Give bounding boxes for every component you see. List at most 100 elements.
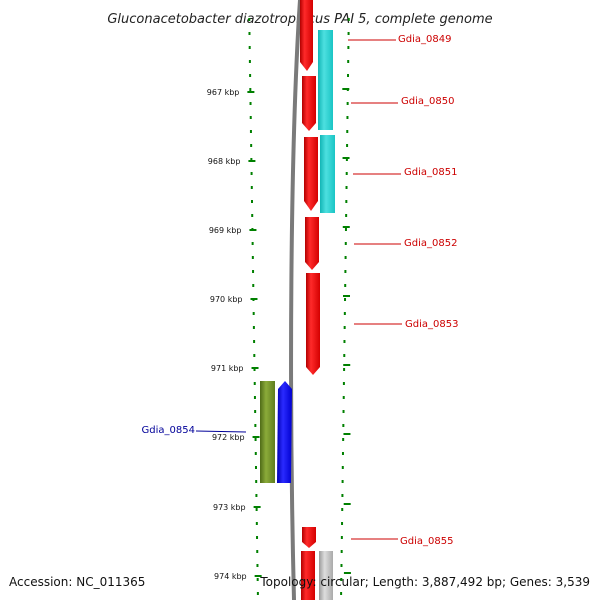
minor-tick	[340, 564, 343, 567]
minor-tick	[256, 592, 259, 595]
minor-tick	[346, 102, 349, 105]
reverse-cds-track	[277, 381, 292, 483]
minor-tick	[346, 130, 349, 133]
tick-label: 972 kbp	[212, 433, 245, 442]
minor-tick	[248, 32, 251, 35]
cds-arrow	[302, 527, 316, 548]
cds-arrow	[306, 273, 320, 375]
major-tick	[251, 367, 259, 369]
tick-label: 968 kbp	[208, 157, 241, 166]
minor-tick	[256, 578, 259, 581]
minor-tick	[343, 368, 346, 371]
cds-arrow	[305, 217, 319, 270]
scale-ticks: 967 kbp 968 kbp 969 kbp 970 kbp 971 kbp 972 k…	[207, 88, 351, 581]
minor-tick	[343, 326, 346, 329]
gene-label[interactable]: Gdia_0851	[404, 167, 457, 178]
minor-tick	[347, 74, 350, 77]
cog-block	[319, 551, 333, 600]
cds-arrow	[301, 551, 315, 600]
minor-tick	[345, 158, 348, 161]
minor-tick	[252, 284, 255, 287]
minor-tick	[251, 256, 254, 259]
minor-tick	[253, 354, 256, 357]
gene-label[interactable]: Gdia_0855	[400, 536, 453, 547]
tick-label: 973 kbp	[213, 503, 246, 512]
genome-backbone	[289, 0, 302, 600]
minor-tick	[249, 130, 252, 133]
gene-label[interactable]: Gdia_0853	[405, 319, 458, 330]
accession-text: Accession: NC_011365	[9, 575, 146, 589]
major-tick	[343, 503, 351, 505]
minor-tick	[347, 32, 350, 35]
minor-tick	[341, 508, 344, 511]
tick-label: 974 kbp	[214, 572, 247, 581]
minor-tick	[253, 340, 256, 343]
major-tick	[342, 157, 350, 159]
minor-tick	[250, 158, 253, 161]
minor-tick	[253, 382, 256, 385]
minor-tick	[251, 200, 253, 203]
topology-text: Topology: circular; Length: 3,887,492 bp…	[260, 575, 590, 589]
minor-tick	[342, 438, 345, 441]
minor-tick	[347, 18, 350, 21]
cds-arrow	[304, 137, 318, 211]
major-tick	[343, 364, 351, 366]
minor-tick	[344, 242, 347, 245]
minor-tick	[346, 116, 349, 119]
minor-tick	[248, 18, 251, 21]
major-tick	[254, 575, 262, 577]
minor-tick	[344, 298, 347, 301]
minor-tick	[342, 424, 345, 427]
minor-tick	[252, 270, 255, 273]
gene-label[interactable]: Gdia_0854	[142, 425, 195, 436]
minor-tick	[254, 466, 257, 469]
forward-cds-track	[300, 0, 320, 600]
minor-tick	[256, 550, 259, 553]
minor-tick	[253, 396, 256, 399]
minor-tick	[256, 536, 259, 539]
tick-label: 970 kbp	[210, 295, 243, 304]
minor-tick	[345, 200, 348, 203]
major-tick	[342, 88, 350, 90]
gene-label[interactable]: Gdia_0850	[401, 96, 454, 107]
minor-tick	[344, 228, 347, 231]
tick-label: 969 kbp	[209, 226, 242, 235]
major-tick	[342, 226, 350, 228]
gene-label[interactable]: Gdia_0849	[398, 34, 451, 45]
minor-tick	[253, 368, 256, 371]
minor-tick	[255, 522, 258, 525]
cds-arrow	[277, 381, 292, 483]
minor-tick	[249, 88, 252, 91]
minor-tick	[343, 340, 346, 343]
major-tick	[253, 506, 261, 508]
major-tick	[252, 436, 260, 438]
minor-tick	[340, 550, 343, 553]
gene-labels: Gdia_0849 Gdia_0850 Gdia_0851 Gdia_0852 Gdia…	[142, 34, 459, 547]
minor-tick	[341, 522, 344, 525]
major-tick	[343, 433, 351, 435]
minor-tick	[341, 494, 344, 497]
minor-tick	[345, 186, 348, 189]
minor-tick	[342, 410, 345, 413]
gene-label[interactable]: Gdia_0852	[404, 238, 457, 249]
minor-tick	[254, 410, 257, 413]
minor-tick	[342, 396, 345, 399]
major-tick	[250, 298, 258, 300]
minor-tick	[255, 480, 258, 483]
minor-tick	[254, 438, 257, 441]
minor-tick	[255, 494, 258, 497]
tick-label: 967 kbp	[207, 88, 240, 97]
minor-tick	[250, 144, 253, 147]
cog-block	[320, 135, 335, 213]
minor-tick	[344, 256, 347, 259]
minor-tick	[345, 214, 348, 217]
major-tick	[343, 572, 351, 574]
minor-tick	[344, 284, 347, 287]
major-tick	[248, 160, 256, 162]
minor-tick	[256, 564, 259, 567]
forward-cog-track	[318, 30, 335, 600]
cds-arrow	[302, 76, 316, 131]
minor-tick	[249, 116, 252, 119]
tick-track-right	[340, 18, 350, 595]
